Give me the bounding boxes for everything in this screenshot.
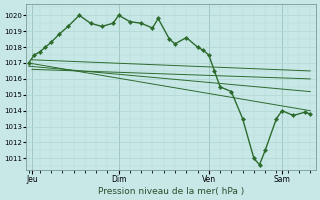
X-axis label: Pression niveau de la mer( hPa ): Pression niveau de la mer( hPa ) [98, 187, 244, 196]
